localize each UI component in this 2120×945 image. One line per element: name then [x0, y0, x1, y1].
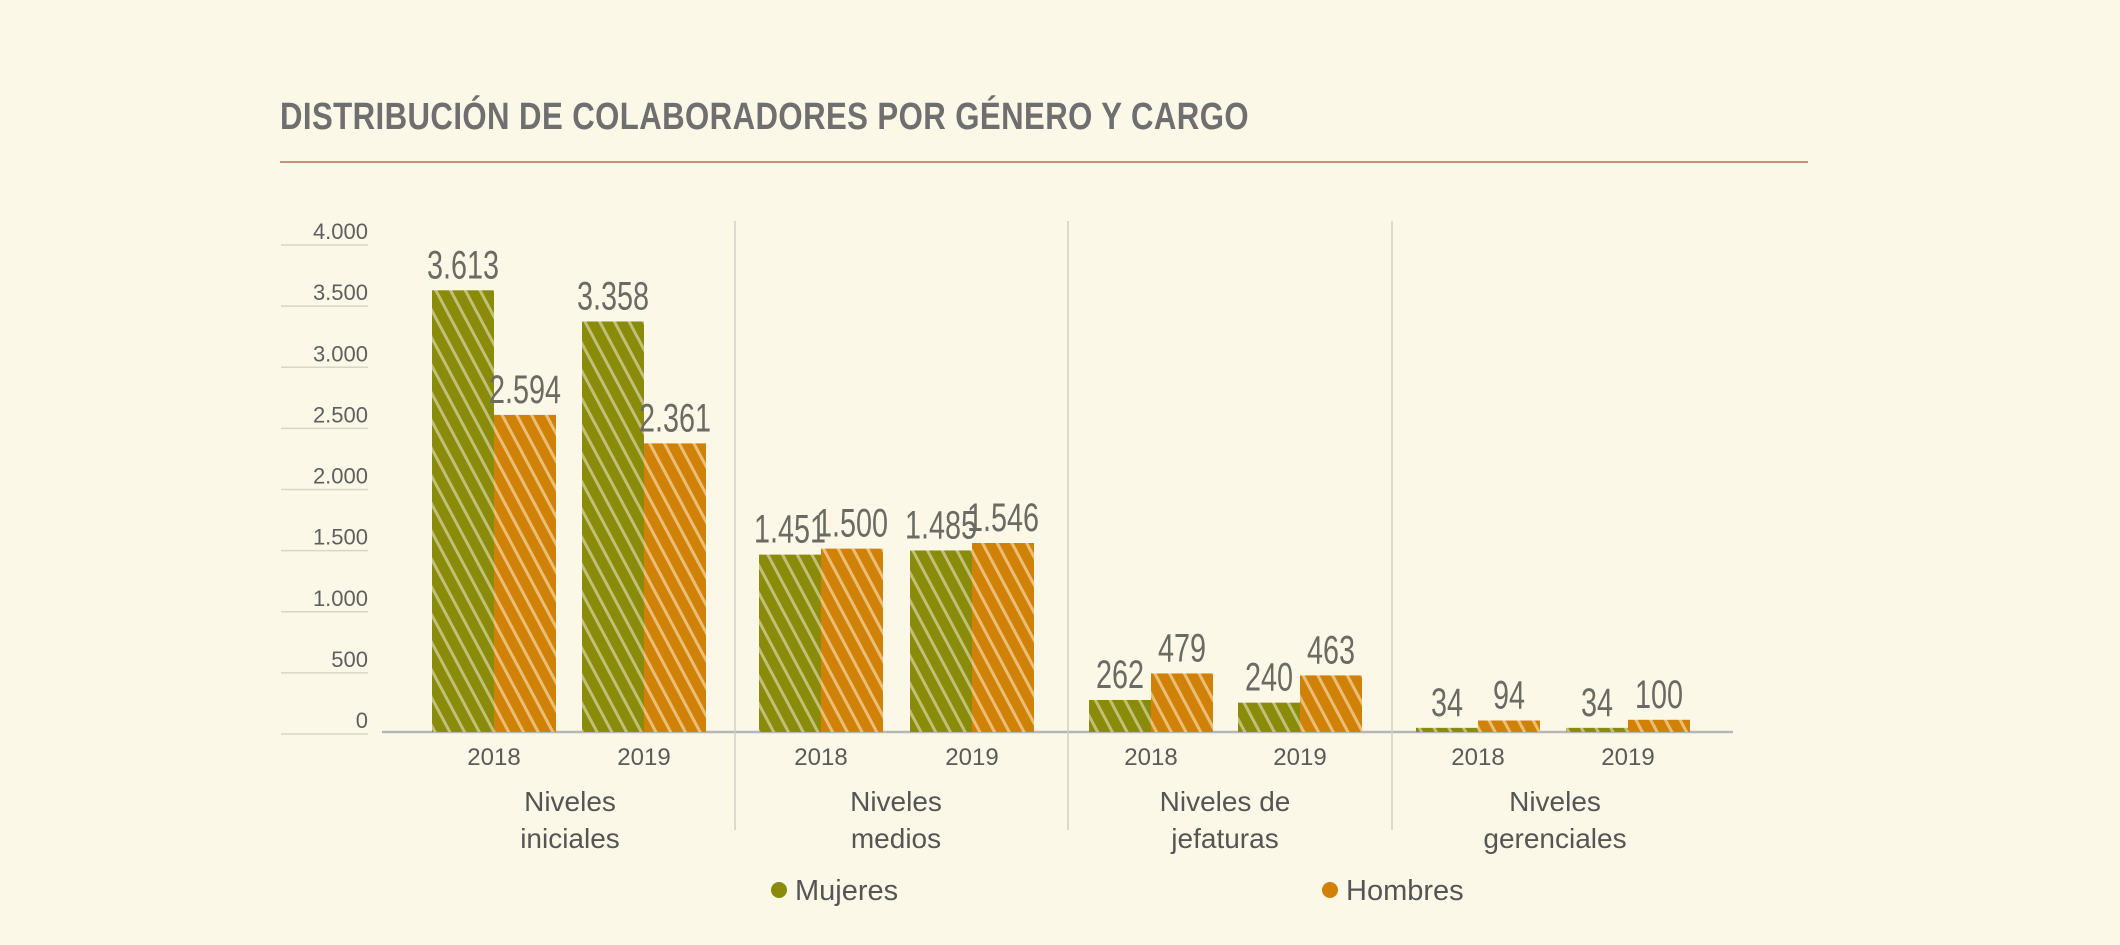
hombres-bar — [644, 443, 706, 732]
y-tick-label: 3.000 — [313, 341, 368, 366]
title-rule — [280, 161, 1808, 163]
y-tick-label: 1.000 — [313, 586, 368, 611]
mujeres-bar — [1238, 702, 1300, 732]
hombres-value-label: 463 — [1307, 628, 1355, 673]
y-tick-label: 0 — [356, 708, 368, 733]
hombres-bar — [494, 414, 556, 732]
group-label-line2: medios — [851, 823, 941, 854]
y-tick-label: 4.000 — [313, 219, 368, 244]
group-label-line2: jefaturas — [1170, 823, 1278, 854]
hombres-legend-swatch — [1322, 882, 1338, 898]
hombres-value-label: 2.361 — [639, 396, 711, 441]
hombres-value-label: 479 — [1158, 626, 1206, 671]
mujeres-value-label: 34 — [1431, 680, 1463, 725]
group-label-line1: Niveles — [524, 786, 616, 817]
group-label-line1: Niveles — [1509, 786, 1601, 817]
mujeres-bar — [1566, 727, 1628, 732]
mujeres-value-label: 240 — [1245, 655, 1293, 700]
hombres-value-label: 1.500 — [816, 501, 888, 546]
mujeres-value-label: 3.613 — [427, 243, 499, 288]
x-year-label: 2018 — [794, 744, 847, 771]
hombres-value-label: 94 — [1493, 673, 1525, 718]
hombres-bar — [1628, 719, 1690, 732]
x-year-label: 2018 — [1124, 744, 1177, 771]
y-tick-label: 3.500 — [313, 280, 368, 305]
mujeres-value-label: 262 — [1096, 652, 1144, 697]
x-year-label: 2018 — [467, 744, 520, 771]
mujeres-value-label: 1.451 — [754, 507, 826, 552]
hombres-bar — [1151, 673, 1213, 732]
hombres-value-label: 100 — [1635, 672, 1683, 717]
hombres-bar — [1478, 720, 1540, 732]
group-label-line1: Niveles de — [1160, 786, 1291, 817]
y-tick-label: 500 — [331, 647, 368, 672]
group-label-line2: iniciales — [520, 823, 620, 854]
group-label-line1: Niveles — [850, 786, 942, 817]
mujeres-bar — [432, 290, 494, 732]
mujeres-bar — [1416, 727, 1478, 732]
chart-title: DISTRIBUCIÓN DE COLABORADORES POR GÉNERO… — [280, 96, 1249, 138]
mujeres-value-label: 34 — [1581, 680, 1613, 725]
y-tick-label: 2.500 — [313, 402, 368, 427]
mujeres-legend-swatch — [771, 882, 787, 898]
x-year-label: 2019 — [945, 744, 998, 771]
x-year-label: 2019 — [1601, 744, 1654, 771]
hombres-bar — [972, 543, 1034, 732]
y-tick-label: 1.500 — [313, 525, 368, 550]
hombres-value-label: 2.594 — [489, 367, 561, 412]
mujeres-bar — [582, 321, 644, 732]
x-year-label: 2019 — [1273, 744, 1326, 771]
mujeres-value-label: 1.485 — [905, 503, 977, 548]
mujeres-bar — [910, 550, 972, 732]
group-label-line2: gerenciales — [1483, 823, 1626, 854]
hombres-value-label: 1.546 — [967, 495, 1039, 540]
mujeres-legend-label: Mujeres — [795, 875, 898, 907]
hombres-bar — [1300, 675, 1362, 732]
hombres-bar — [821, 548, 883, 732]
x-year-label: 2018 — [1451, 744, 1504, 771]
hombres-legend-label: Hombres — [1346, 875, 1464, 907]
x-year-label: 2019 — [617, 744, 670, 771]
mujeres-bar — [1089, 699, 1151, 732]
mujeres-value-label: 3.358 — [577, 274, 649, 319]
y-tick-label: 2.000 — [313, 464, 368, 489]
mujeres-bar — [759, 554, 821, 732]
